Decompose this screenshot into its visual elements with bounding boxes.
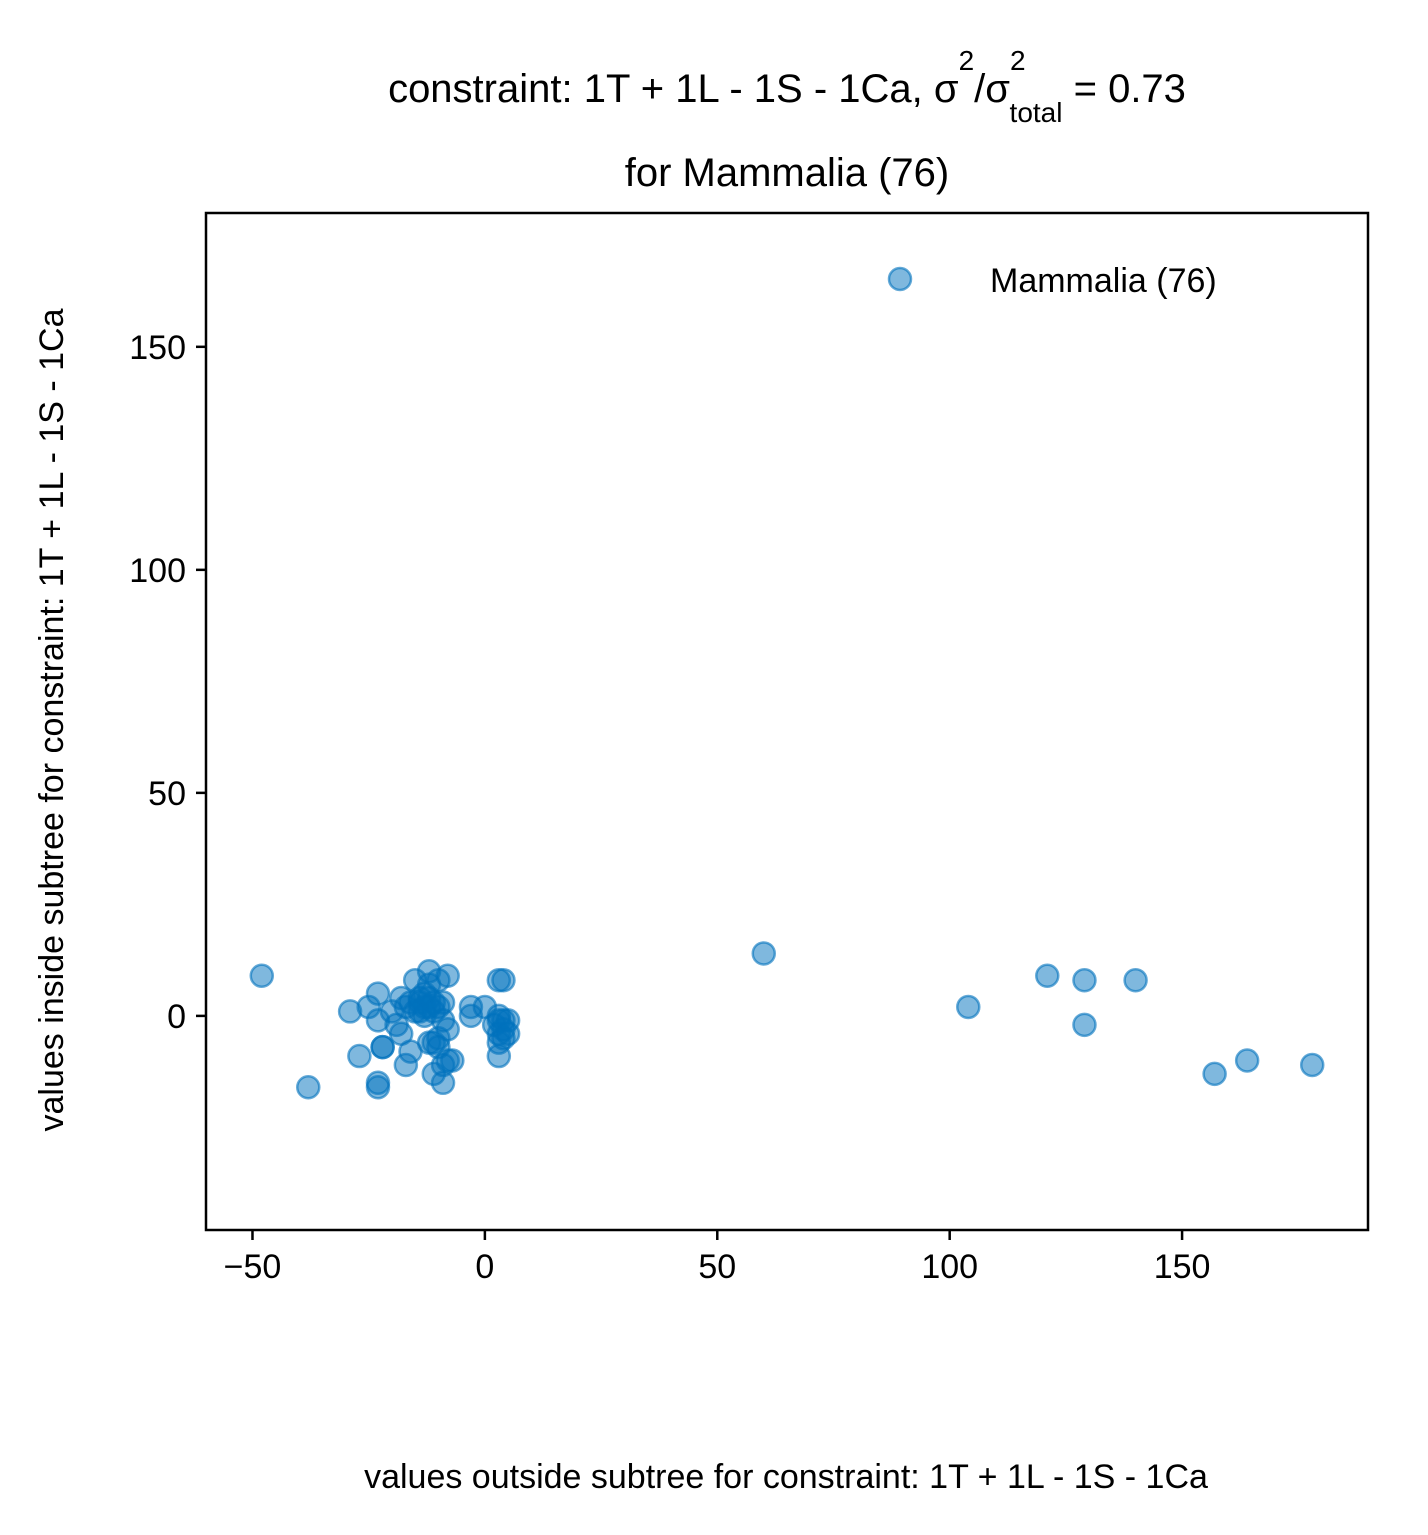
x-axis-label: values outside subtree for constraint: 1… (364, 1458, 1208, 1496)
chart-title-line2: for Mammalia (76) (625, 151, 950, 195)
chart-title-line1: constraint: 1T + 1L - 1S - 1Ca, σ2/σ2 tot… (388, 45, 1186, 128)
data-point (347, 1043, 372, 1069)
title-suffix: = 0.73 (1062, 67, 1185, 111)
y-tick-label: 100 (129, 552, 186, 590)
data-point (1072, 1012, 1097, 1038)
data-point (370, 1034, 395, 1060)
data-point (956, 994, 981, 1020)
x-tick-label: −50 (224, 1248, 282, 1286)
x-tick-label: 100 (921, 1248, 978, 1286)
y-tick-label: 0 (167, 998, 186, 1036)
data-point (435, 1017, 460, 1042)
x-tick-label: 150 (1154, 1248, 1211, 1286)
data-point (430, 1070, 456, 1096)
data-point (491, 967, 516, 993)
data-point (1299, 1052, 1325, 1078)
y-tick-label: 150 (129, 329, 186, 367)
data-point (296, 1075, 321, 1100)
y-tick-label: 50 (148, 775, 186, 813)
title-prefix: constraint: 1T + 1L - 1S - 1Ca, σ (388, 67, 959, 111)
y-axis-ticks: 0 50 100 150 (129, 329, 206, 1036)
legend-marker (887, 266, 913, 292)
data-point (435, 963, 460, 988)
data-point (1202, 1061, 1227, 1087)
title-sup1: 2 (959, 45, 975, 76)
legend-label: Mammalia (76) (990, 262, 1217, 300)
data-point (495, 1021, 521, 1046)
x-tick-label: 50 (698, 1248, 736, 1286)
data-point (440, 1048, 465, 1073)
legend: Mammalia (76) (887, 262, 1217, 300)
title-subscript: total (1010, 97, 1063, 128)
data-point (365, 981, 391, 1006)
title-sup2: 2 (1010, 45, 1026, 76)
data-point (249, 963, 275, 988)
data-point (365, 1075, 391, 1100)
data-point (1234, 1048, 1260, 1073)
data-point (751, 941, 777, 966)
title-mid: /σ (974, 67, 1010, 111)
data-points (249, 941, 1325, 1100)
data-point (1072, 967, 1097, 993)
x-tick-label: 0 (475, 1248, 494, 1286)
data-point (1123, 967, 1148, 993)
plot-area (204, 211, 1370, 1232)
x-axis-ticks: −50 0 50 100 150 (224, 1230, 1211, 1286)
data-point (1035, 963, 1060, 988)
y-axis-label: values inside subtree for constraint: 1T… (33, 308, 71, 1131)
